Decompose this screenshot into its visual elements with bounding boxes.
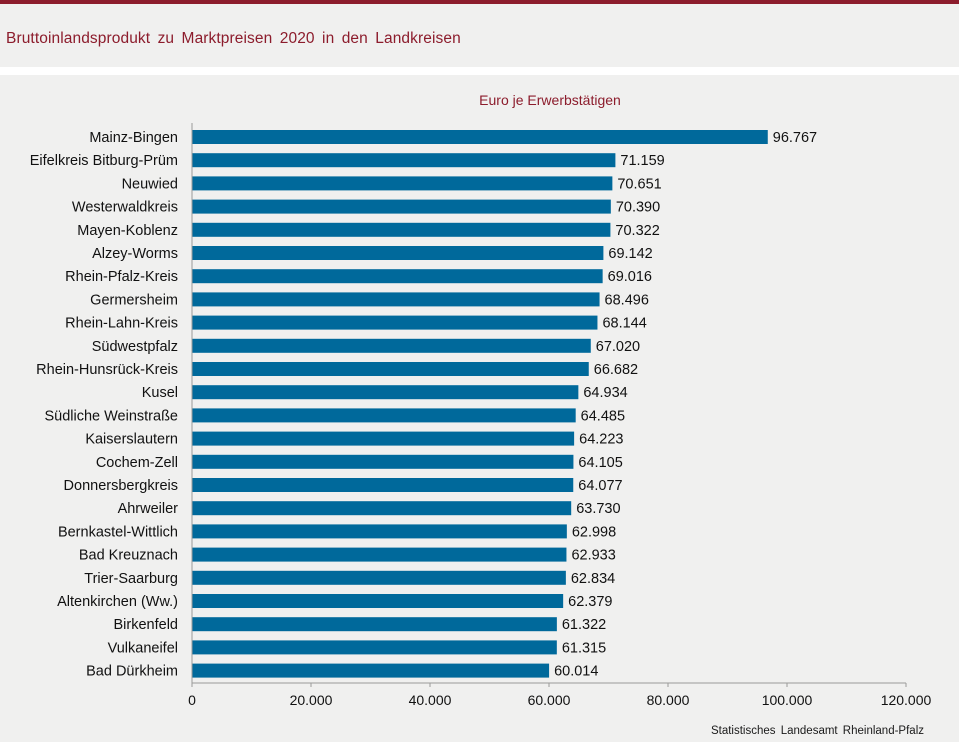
bar xyxy=(192,153,616,168)
bar xyxy=(192,338,591,353)
data-label: 71.159 xyxy=(620,153,664,169)
category-label: Rhein-Pfalz-Kreis xyxy=(65,269,178,285)
category-label: Mainz-Bingen xyxy=(89,130,178,146)
data-label: 67.020 xyxy=(596,339,640,355)
category-label: Südliche Weinstraße xyxy=(44,408,178,424)
bar xyxy=(192,292,600,307)
category-label: Rhein-Hunsrück-Kreis xyxy=(36,362,178,378)
source-note: Statistisches Landesamt Rheinland-Pfalz xyxy=(710,725,924,737)
bar xyxy=(192,547,567,562)
data-label: 61.322 xyxy=(562,617,606,633)
category-label: Eifelkreis Bitburg-Prüm xyxy=(30,153,178,169)
chart-title: Euro je Erwerbstätigen xyxy=(479,92,621,108)
bar xyxy=(192,269,603,284)
category-label: Kusel xyxy=(142,385,178,401)
category-label: Bernkastel-Wittlich xyxy=(58,524,178,540)
bar xyxy=(192,478,574,492)
category-label: Rhein-Lahn-Kreis xyxy=(65,316,178,332)
x-tick-label: 40.000 xyxy=(409,692,452,708)
category-label: Bad Kreuznach xyxy=(79,548,178,564)
header: Bruttoinlandsprodukt zu Marktpreisen 202… xyxy=(0,4,959,67)
bar xyxy=(192,617,557,632)
data-label: 63.730 xyxy=(576,501,620,517)
chart-area: Euro je Erwerbstätigen Mainz-Bingen 96.76… xyxy=(0,75,959,742)
data-label: 70.651 xyxy=(617,176,661,192)
data-label: 70.390 xyxy=(616,200,660,216)
data-label: 70.322 xyxy=(615,223,659,239)
category-label: Mayen-Koblenz xyxy=(77,223,178,239)
bar xyxy=(192,431,575,446)
data-label: 69.142 xyxy=(608,246,652,262)
bar-chart: Euro je Erwerbstätigen Mainz-Bingen 96.76… xyxy=(30,92,932,708)
bar xyxy=(192,454,574,469)
data-label: 61.315 xyxy=(562,640,606,656)
bar xyxy=(192,663,550,678)
category-label: Ahrweiler xyxy=(118,501,179,517)
bar xyxy=(192,408,576,423)
bar xyxy=(192,570,566,585)
category-label: Bad Dürkheim xyxy=(86,664,178,680)
bar xyxy=(192,640,557,655)
bar xyxy=(192,594,564,608)
category-label: Donnersbergkreis xyxy=(64,478,178,494)
bar xyxy=(192,501,572,516)
data-label: 96.767 xyxy=(773,130,817,146)
bar xyxy=(192,199,611,214)
bar xyxy=(192,362,589,376)
category-label: Neuwied xyxy=(122,176,178,192)
data-label: 69.016 xyxy=(608,269,652,285)
data-label: 68.144 xyxy=(602,316,646,332)
bar xyxy=(192,222,611,237)
category-label: Germersheim xyxy=(90,292,178,308)
data-label: 62.933 xyxy=(571,548,615,564)
data-label: 64.077 xyxy=(578,478,622,494)
x-axis: 0 20.000 40.000 60.000 80.000 100.000 120.000 xyxy=(188,123,932,708)
category-label: Trier-Saarburg xyxy=(84,571,178,587)
category-label: Altenkirchen (Ww.) xyxy=(57,594,178,610)
data-label: 64.105 xyxy=(578,455,622,471)
bar xyxy=(192,385,579,400)
data-label: 62.379 xyxy=(568,594,612,610)
category-label: Vulkaneifel xyxy=(108,640,178,656)
data-label: 64.485 xyxy=(581,408,625,424)
category-label: Südwestpfalz xyxy=(92,339,178,355)
x-tick-label: 20.000 xyxy=(290,692,333,708)
top-accent-rule xyxy=(0,0,959,4)
data-label: 62.998 xyxy=(572,524,616,540)
data-label: 60.014 xyxy=(554,664,598,680)
category-label: Cochem-Zell xyxy=(96,455,178,471)
data-label: 62.834 xyxy=(571,571,615,587)
data-label: 64.934 xyxy=(583,385,627,401)
category-label: Alzey-Worms xyxy=(92,246,178,262)
x-tick-label: 120.000 xyxy=(881,692,932,708)
bars-layer: Mainz-Bingen 96.767 Eifelkreis Bitburg-Prü… xyxy=(30,130,817,680)
data-label: 68.496 xyxy=(605,292,649,308)
bar xyxy=(192,246,604,260)
x-tick-label: 100.000 xyxy=(762,692,813,708)
bar xyxy=(192,524,567,539)
bar xyxy=(192,176,613,191)
x-tick-label: 0 xyxy=(188,692,196,708)
category-label: Westerwaldkreis xyxy=(72,200,178,216)
x-tick-label: 60.000 xyxy=(528,692,571,708)
data-label: 64.223 xyxy=(579,432,623,448)
bar xyxy=(192,130,768,144)
data-label: 66.682 xyxy=(594,362,638,378)
bar xyxy=(192,315,598,330)
category-label: Kaiserslautern xyxy=(85,432,178,448)
category-label: Birkenfeld xyxy=(114,617,178,633)
page-title: Bruttoinlandsprodukt zu Marktpreisen 202… xyxy=(6,30,461,47)
x-tick-label: 80.000 xyxy=(647,692,690,708)
